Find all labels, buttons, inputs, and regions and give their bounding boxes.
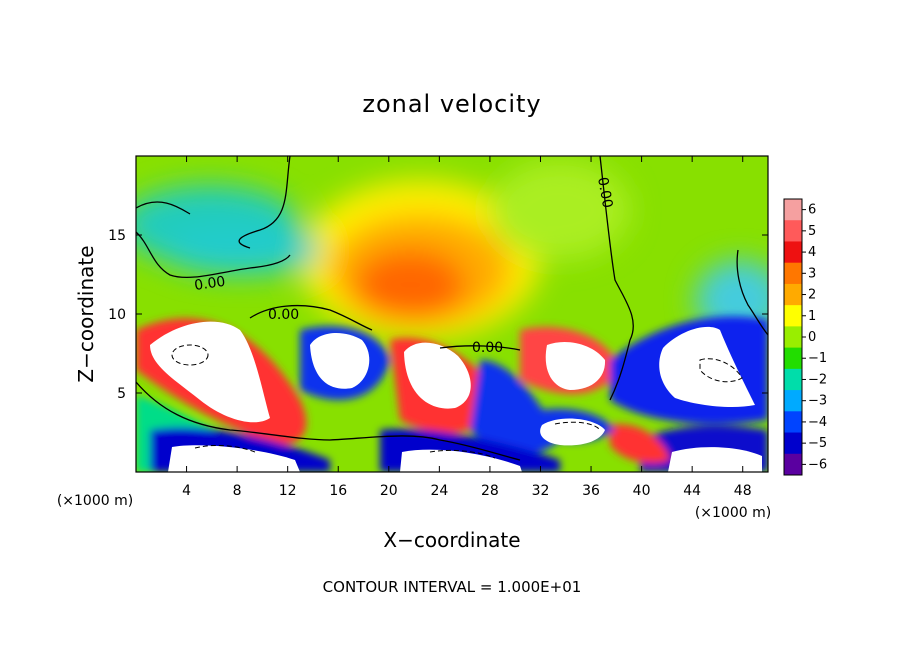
colorbar-segment (784, 368, 802, 391)
colorbar-tick-label: 6 (808, 203, 816, 218)
x-tick-label: 12 (279, 483, 297, 499)
colorbar-tick-label: −3 (808, 394, 827, 409)
colorbar-tick-label: 0 (808, 330, 816, 345)
contour-label: 0.00 (268, 307, 299, 323)
colorbar-segment (784, 241, 802, 264)
x-axis-units: (×1000 m) (695, 505, 771, 521)
x-axis-label: X−coordinate (383, 528, 520, 552)
colorbar-segment (784, 411, 802, 434)
colorbar-tick-label: 2 (808, 288, 816, 303)
colorbar-tick-label: −2 (808, 372, 827, 387)
colorbar-segment (784, 453, 802, 476)
negative-contours (171, 344, 743, 459)
colorbar-segment (784, 262, 802, 285)
x-tick-label: 36 (582, 483, 600, 499)
contour-label: 0.00 (193, 274, 226, 294)
x-tick-label: 28 (481, 483, 499, 499)
contour-interval-note: CONTOUR INTERVAL = 1.000E+01 (323, 578, 582, 596)
colorbar-tick-label: −1 (808, 351, 827, 366)
x-tick-label: 16 (329, 483, 347, 499)
y-tick-label: 5 (117, 386, 126, 402)
colorbar-tick-label: 5 (808, 224, 816, 239)
chart-title: zonal velocity (362, 90, 541, 118)
x-tick-label: 44 (683, 483, 701, 499)
colorbar-segment (784, 220, 802, 242)
y-axis-ticks: 5 10 15 (108, 228, 768, 402)
colorbar-segment (784, 347, 802, 370)
y-tick-label: 15 (108, 228, 126, 244)
y-axis-units: (×1000 m) (57, 493, 133, 509)
x-tick-label: 20 (380, 483, 398, 499)
x-tick-label: 4 (182, 483, 191, 499)
colorbar-tick-label: 4 (808, 245, 816, 260)
x-tick-label: 40 (633, 483, 651, 499)
x-tick-label: 8 (233, 483, 242, 499)
contour-label: 0.00 (472, 340, 503, 356)
colorbar-tick-label: −6 (808, 457, 827, 472)
colorbar-tick-label: −5 (808, 436, 827, 451)
x-axis-ticks: 4 8 12 16 20 24 28 32 36 40 44 48 (182, 156, 752, 499)
colorbar-segment (784, 199, 802, 221)
colorbar-tick-label: −4 (808, 415, 827, 430)
colorbar: 6 5 4 3 2 1 0 −1 −2 −3 −4 −5 −6 (783, 198, 827, 476)
x-tick-label: 32 (532, 483, 550, 499)
colorbar-segment (784, 390, 802, 412)
plot-area: 0.00 0.00 0.00 0.00 (136, 156, 768, 472)
colorbar-tick-label: 1 (808, 309, 816, 324)
colorbar-tick-label: 3 (808, 266, 816, 281)
colorbar-segment (784, 283, 802, 306)
contour-label: 0.00 (594, 176, 615, 209)
x-tick-label: 24 (430, 483, 448, 499)
x-tick-label: 48 (734, 483, 752, 499)
colorbar-segment (784, 305, 802, 327)
colorbar-segment (784, 432, 802, 455)
contour-lines (136, 156, 768, 461)
y-axis-label: Z−coordinate (74, 245, 98, 382)
y-tick-label: 10 (108, 307, 126, 323)
colorbar-segment (784, 326, 802, 349)
contour-label-group: 0.00 0.00 0.00 0.00 (193, 176, 615, 356)
